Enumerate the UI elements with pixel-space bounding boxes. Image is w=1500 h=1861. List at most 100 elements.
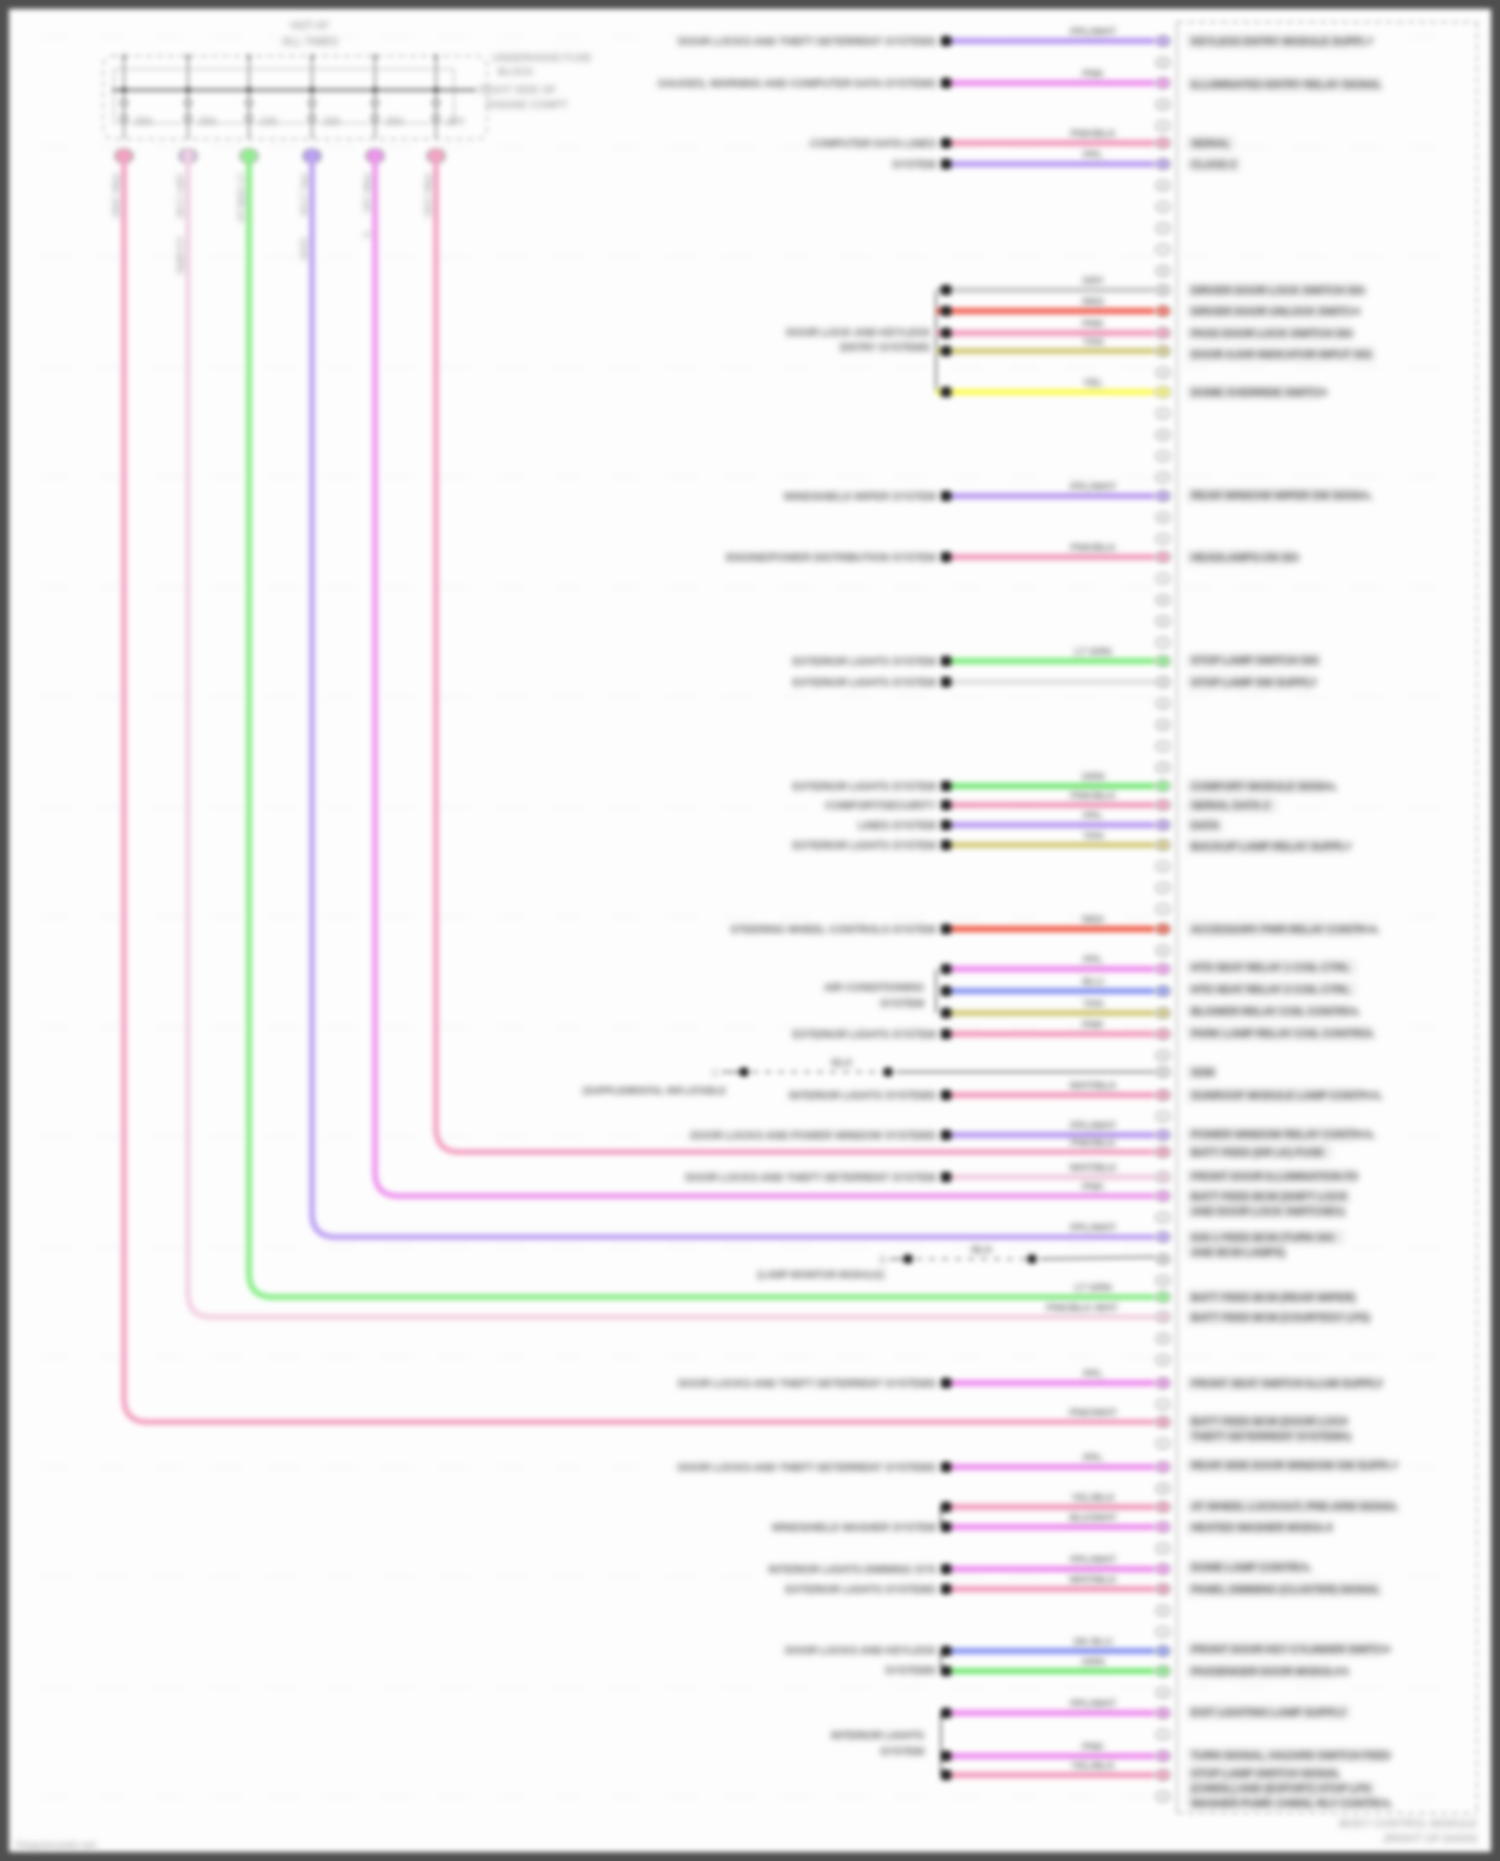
svg-text:PNK: PNK (1082, 318, 1104, 330)
svg-text:PPL/WHT: PPL/WHT (1070, 1222, 1117, 1234)
svg-text:EXTERIOR LIGHTS SYSTEMS: EXTERIOR LIGHTS SYSTEMS (785, 1584, 936, 1596)
svg-text:41: 41 (1159, 515, 1167, 522)
svg-text:DOOR LOCK AND KEYLESS: DOOR LOCK AND KEYLESS (786, 327, 930, 339)
svg-text:9: 9 (1161, 1629, 1165, 1636)
svg-text:29: 29 (1159, 162, 1167, 169)
svg-text:ILLUMINATED ENTRY RELAY SIGNAL: ILLUMINATED ENTRY RELAY SIGNAL (1191, 79, 1383, 91)
svg-text:HTD SEAT RELAY 1 COIL CTRL: HTD SEAT RELAY 1 COIL CTRL (1191, 962, 1350, 974)
svg-text:DOME LAMP CONTROL: DOME LAMP CONTROL (1191, 1562, 1313, 1574)
svg-text:23: 23 (1159, 765, 1167, 772)
svg-text:COMFORT/SECURITY: COMFORT/SECURITY (825, 800, 937, 812)
svg-text:BLOWER RELAY COIL CONTROL: BLOWER RELAY COIL CONTROL (1191, 1006, 1361, 1018)
svg-text:Diagramweb.net: Diagramweb.net (16, 1840, 96, 1852)
svg-text:ACCESSORY PWR RELAY CONTROL: ACCESSORY PWR RELAY CONTROL (1191, 924, 1380, 936)
svg-text:BLOCK: BLOCK (498, 66, 534, 78)
svg-text:3: 3 (1161, 1235, 1165, 1242)
svg-text:46: 46 (1159, 1257, 1167, 1264)
svg-text:22: 22 (1159, 288, 1167, 295)
svg-text:WHT/BLK: WHT/BLK (1069, 1162, 1117, 1174)
svg-text:(SUPPLEMENTAL INFLATABLE: (SUPPLEMENTAL INFLATABLE (583, 1086, 727, 1097)
svg-text:ENGINE COMPT: ENGINE COMPT (487, 99, 569, 111)
svg-text:3: 3 (1161, 247, 1165, 254)
svg-text:SYSTEMS: SYSTEMS (885, 1665, 936, 1677)
svg-text:HTD SEAT RELAY 2 COIL CTRL: HTD SEAT RELAY 2 COIL CTRL (1191, 984, 1350, 996)
svg-text:GAUGES, WARNING AND COMPUTER D: GAUGES, WARNING AND COMPUTER DATA SYSTEM… (658, 78, 936, 90)
svg-text:12: 12 (1159, 1690, 1167, 1697)
svg-text:REAR WINDOW WIPER SW SIGNAL: REAR WINDOW WIPER SW SIGNAL (1191, 490, 1373, 502)
svg-text:PNK 1341: PNK 1341 (422, 174, 433, 217)
svg-text:PASS DOOR LOCK SWITCH SIG: PASS DOOR LOCK SWITCH SIG (1191, 328, 1354, 340)
svg-text:LT GRN: LT GRN (1074, 646, 1111, 658)
svg-text:LT GRN: LT GRN (1074, 1282, 1111, 1294)
svg-text:5: 5 (1161, 1402, 1165, 1409)
svg-text:41: 41 (1159, 843, 1167, 850)
svg-text:GRY 1740: GRY 1740 (174, 174, 185, 218)
svg-text:PPL: PPL (1083, 810, 1104, 822)
svg-text:PPL: PPL (1083, 1452, 1104, 1464)
svg-text:(CHMSL) AND (EXPORT) STOP LPS: (CHMSL) AND (EXPORT) STOP LPS (1191, 1783, 1371, 1795)
svg-text:DRIVER DOOR LOCK SWITCH SIG: DRIVER DOOR LOCK SWITCH SIG (1191, 285, 1366, 297)
svg-text:PNK/BLK WHT: PNK/BLK WHT (1046, 1302, 1118, 1314)
svg-text:RIGHT SIDE OF: RIGHT SIDE OF (479, 84, 556, 96)
svg-text:15A: 15A (323, 116, 341, 127)
svg-text:8: 8 (1161, 454, 1165, 461)
svg-text:INTERIOR LIGHTS DIMMING SYS: INTERIOR LIGHTS DIMMING SYS (768, 1564, 936, 1576)
svg-text:STOP LAMP SW SUPPLY: STOP LAMP SW SUPPLY (1191, 677, 1318, 689)
svg-text:BODY CONTROL MODULE: BODY CONTROL MODULE (1339, 1818, 1477, 1830)
svg-text:PNK/BLK: PNK/BLK (1070, 542, 1116, 554)
svg-text:PNK/WHT: PNK/WHT (1069, 1407, 1117, 1419)
svg-text:8: 8 (1161, 1441, 1165, 1448)
svg-text:46: 46 (1159, 597, 1167, 604)
svg-text:34: 34 (1159, 1053, 1167, 1060)
svg-text:COMPUTER DATA LINES: COMPUTER DATA LINES (810, 138, 936, 150)
svg-text:A: A (712, 1068, 718, 1078)
svg-text:WINDSHIELD WIPER SYSTEM: WINDSHIELD WIPER SYSTEM (784, 491, 936, 503)
svg-text:DRIVER DOOR UNLOCK SWITCH: DRIVER DOOR UNLOCK SWITCH (1191, 306, 1360, 318)
svg-text:PPL: PPL (1083, 954, 1104, 966)
svg-text:33: 33 (1159, 680, 1167, 687)
svg-text:9: 9 (1161, 1295, 1165, 1302)
svg-text:DATA: DATA (1191, 820, 1219, 832)
svg-text:GRY: GRY (1082, 275, 1104, 287)
svg-text:8: 8 (1161, 784, 1165, 791)
svg-text:3: 3 (1161, 1567, 1165, 1574)
svg-text:30A: 30A (447, 116, 465, 127)
svg-text:COMFORT MODULE SIGNAL: COMFORT MODULE SIGNAL (1191, 781, 1338, 793)
svg-text:PNK/BLK: PNK/BLK (1070, 1137, 1116, 1149)
svg-text:EXIT LIGHTING LAMP SUPPLY: EXIT LIGHTING LAMP SUPPLY (1191, 1707, 1347, 1719)
svg-text:30A: 30A (135, 116, 153, 127)
svg-text:PPL/WHT: PPL/WHT (1070, 1554, 1117, 1566)
svg-text:WHT/BLK: WHT/BLK (1069, 1574, 1117, 1586)
svg-text:PASSENGER DOOR MODULES: PASSENGER DOOR MODULES (1191, 1666, 1349, 1678)
svg-text:LINES SYSTEM: LINES SYSTEM (858, 820, 936, 832)
svg-text:33: 33 (1159, 1669, 1167, 1676)
svg-text:PNK: PNK (1082, 1741, 1104, 1753)
svg-text:BATT FEED BCM (DOOR LOCK: BATT FEED BCM (DOOR LOCK (1191, 1416, 1349, 1428)
svg-text:BATT FEED (DR LK) FUSE: BATT FEED (DR LK) FUSE (1191, 1147, 1324, 1159)
svg-text:PANEL DIMMING (CLUSTER) SIGNAL: PANEL DIMMING (CLUSTER) SIGNAL (1191, 1584, 1381, 1596)
svg-text:STOP LAMP SWITCH SIGNAL: STOP LAMP SWITCH SIGNAL (1191, 1768, 1342, 1780)
svg-text:WASHER PUMP, CHMSL RLY CONTROL: WASHER PUMP, CHMSL RLY CONTROL (1191, 1798, 1393, 1810)
svg-text:TURN SIGNAL, HAZARD SWITCH FEE: TURN SIGNAL, HAZARD SWITCH FEED (1191, 1750, 1392, 1762)
svg-text:17: 17 (1159, 1546, 1167, 1553)
svg-text:PPL/WHT: PPL/WHT (1070, 481, 1117, 493)
svg-text:PNK: PNK (1082, 1181, 1104, 1193)
svg-text:DOOR LOCKS AND THEFT DETERRENT: DOOR LOCKS AND THEFT DETERRENT SYSTEMS (678, 1462, 936, 1474)
svg-text:ALL TIMES: ALL TIMES (282, 36, 338, 48)
svg-text:S240: S240 (298, 238, 309, 260)
svg-text:15: 15 (1159, 1649, 1167, 1656)
svg-text:5: 5 (1161, 411, 1165, 418)
svg-text:THEFT DETERRENT SYSTEMS): THEFT DETERRENT SYSTEMS) (1191, 1431, 1352, 1443)
svg-text:34: 34 (1159, 390, 1167, 397)
svg-text:EXTERIOR LIGHTS SYSTEM: EXTERIOR LIGHTS SYSTEM (792, 677, 936, 689)
svg-text:23: 23 (1159, 1420, 1167, 1427)
svg-text:29: 29 (1159, 1150, 1167, 1157)
svg-text:GRN: GRN (1082, 1656, 1105, 1668)
svg-text:3: 3 (1161, 576, 1165, 583)
svg-text:PPL/WHT: PPL/WHT (1070, 1120, 1117, 1132)
svg-text:6: 6 (1161, 1194, 1165, 1201)
svg-text:DK BLU: DK BLU (1074, 1636, 1112, 1648)
svg-text:23: 23 (1159, 1093, 1167, 1100)
svg-text:S: S (361, 231, 372, 237)
svg-text:PNK/BLK: PNK/BLK (1070, 790, 1116, 802)
